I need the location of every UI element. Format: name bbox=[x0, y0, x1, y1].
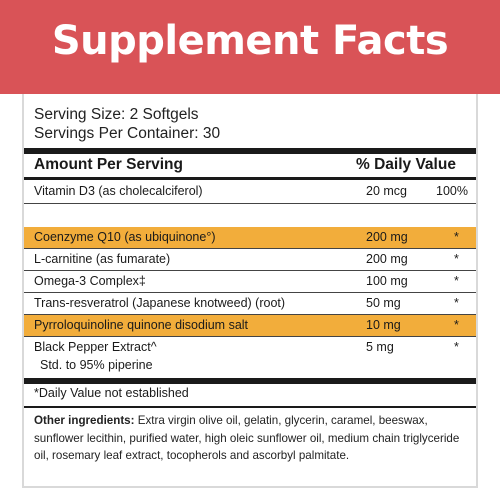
nutrient-amount: 100 mg bbox=[366, 274, 408, 288]
daily-value-footnote: *Daily Value not established bbox=[34, 386, 189, 400]
divider-header bbox=[24, 177, 476, 180]
nutrient-daily-value: * bbox=[454, 318, 459, 332]
daily-value-header: % Daily Value bbox=[356, 156, 456, 173]
amount-per-serving-header: Amount Per Serving bbox=[34, 156, 183, 173]
nutrient-row-pqq: Pyrroloquinoline quinone disodium salt 1… bbox=[24, 315, 476, 337]
nutrient-daily-value: * bbox=[454, 230, 459, 244]
nutrient-amount: 5 mg bbox=[366, 340, 394, 354]
divider-thick bbox=[24, 148, 476, 154]
nutrient-name: L-carnitine (as fumarate) bbox=[34, 252, 171, 266]
nutrient-amount: 200 mg bbox=[366, 230, 408, 244]
nutrient-daily-value: * bbox=[454, 296, 459, 310]
nutrient-name: Vitamin D3 (as cholecalciferol) bbox=[34, 184, 203, 198]
nutrient-row-omega-3: Omega-3 Complex‡ 100 mg * bbox=[24, 271, 476, 293]
serving-size: Serving Size: 2 Softgels bbox=[34, 106, 199, 123]
nutrient-row-l-carnitine: L-carnitine (as fumarate) 200 mg * bbox=[24, 249, 476, 271]
divider-footnote bbox=[24, 406, 476, 408]
nutrient-row-trans-resveratrol: Trans-resveratrol (Japanese knotweed) (r… bbox=[24, 293, 476, 315]
nutrient-row-black-pepper: Black Pepper Extract^ Std. to 95% piperi… bbox=[24, 337, 476, 376]
nutrient-amount: 50 mg bbox=[366, 296, 401, 310]
nutrient-name: Coenzyme Q10 (as ubiquinone°) bbox=[34, 230, 216, 244]
nutrient-name: Black Pepper Extract^ bbox=[34, 340, 157, 354]
nutrient-daily-value: * bbox=[454, 252, 459, 266]
servings-per-container: Servings Per Container: 30 bbox=[34, 125, 221, 142]
nutrient-row-coenzyme-q10: Coenzyme Q10 (as ubiquinone°) 200 mg * bbox=[24, 227, 476, 249]
nutrient-amount: 200 mg bbox=[366, 252, 408, 266]
nutrient-name: Trans-resveratrol (Japanese knotweed) (r… bbox=[34, 296, 286, 310]
other-ingredients-text: Extra virgin olive oil, gelatin, glyceri… bbox=[34, 414, 460, 462]
nutrient-name: Omega-3 Complex‡ bbox=[34, 274, 146, 288]
page-title: Supplement Facts bbox=[51, 18, 449, 64]
nutrient-daily-value: * bbox=[454, 340, 459, 354]
other-ingredients: Other ingredients: Extra virgin olive oi… bbox=[34, 412, 470, 465]
other-ingredients-label: Other ingredients: bbox=[34, 414, 135, 427]
nutrient-daily-value: * bbox=[454, 274, 459, 288]
facts-panel: Serving Size: 2 Softgels Servings Per Co… bbox=[22, 94, 478, 488]
nutrient-amount: 10 mg bbox=[366, 318, 401, 332]
nutrient-daily-value: 100% bbox=[436, 184, 468, 198]
nutrient-subnote: Std. to 95% piperine bbox=[40, 358, 153, 372]
nutrient-row-vitamin-d3: Vitamin D3 (as cholecalciferol) 20 mcg 1… bbox=[24, 181, 476, 204]
title-banner: Supplement Facts bbox=[0, 0, 500, 94]
nutrient-amount: 20 mcg bbox=[366, 184, 407, 198]
divider-bottom bbox=[24, 378, 476, 384]
nutrient-name: Pyrroloquinoline quinone disodium salt bbox=[34, 318, 249, 332]
